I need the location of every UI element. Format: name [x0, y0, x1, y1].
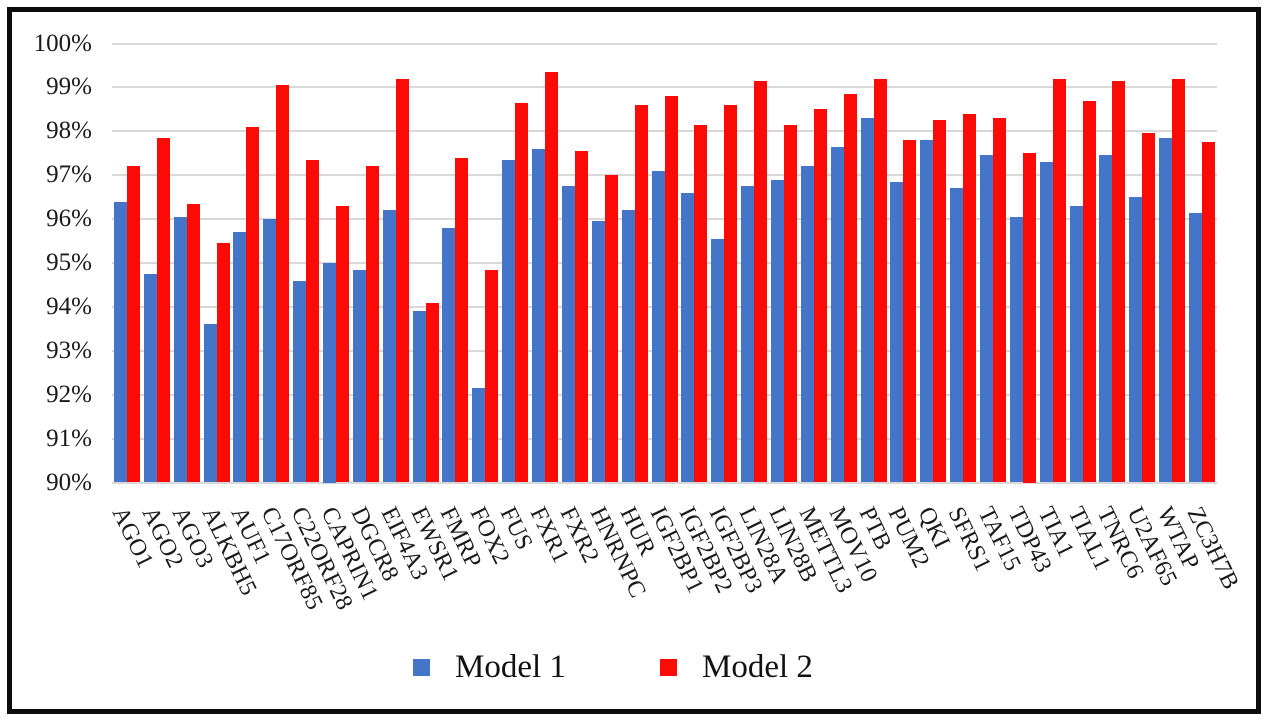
y-axis-tick-label: 99% [46, 73, 92, 101]
bar-model1-ewsr1 [412, 311, 426, 483]
bar-model1-lin28a [741, 186, 755, 483]
bar-model1-tdp43 [1009, 216, 1023, 483]
gridline [112, 481, 1217, 484]
bar-model2-wtap [1172, 78, 1186, 483]
gridline [112, 42, 1217, 45]
bar-model1-igf2bp2 [681, 192, 695, 483]
bar-model2-ewsr1 [425, 302, 439, 483]
y-axis-tick-label: 93% [46, 336, 92, 364]
bar-model1-fxr2 [561, 186, 575, 483]
bar-model2-ago2 [156, 137, 170, 483]
y-axis-tick-label: 100% [33, 29, 92, 57]
y-axis-tick-label: 98% [46, 117, 92, 145]
bar-model2-dgcr8 [365, 166, 379, 483]
bar-model2-hur [634, 104, 648, 483]
bar-model2-fox2 [485, 269, 499, 483]
gridline [112, 86, 1217, 89]
bar-model2-qki [933, 120, 947, 483]
bar-model2-mov10 [843, 93, 857, 483]
y-axis-tick-label: 91% [46, 424, 92, 452]
bar-model1-wtap [1159, 137, 1173, 483]
legend-label-model-1: Model 1 [455, 649, 566, 685]
bar-model2-fxr1 [545, 72, 559, 483]
bar-model2-taf15 [993, 118, 1006, 483]
bar-model2-tnrc6 [1112, 80, 1126, 483]
y-axis-tick-label: 95% [46, 249, 92, 276]
bar-model1-fmrp [442, 227, 456, 483]
bar-model2-fmrp [455, 157, 469, 483]
legend-label-model-2: Model 2 [702, 649, 813, 685]
bar-model2-u2af65 [1142, 133, 1156, 483]
legend-swatch-model-2 [660, 659, 677, 676]
y-axis-tick-label: 92% [46, 380, 92, 408]
bar-model1-auf1 [233, 232, 247, 483]
bar-model2-ptb [873, 78, 887, 483]
bar-model2-zc3h7b [1202, 142, 1216, 483]
bar-model2-c22orf28 [306, 159, 320, 483]
bar-model2-tial1 [1082, 100, 1096, 483]
bar-model1-tnrc6 [1099, 155, 1113, 483]
bar-model1-sfrs1 [950, 188, 964, 483]
bar-model2-sfrs1 [963, 113, 977, 483]
bar-model2-ago1 [126, 166, 140, 483]
bar-model1-c22orf28 [293, 280, 307, 483]
bar-model2-eif4a3 [395, 78, 409, 483]
bar-model2-ago3 [186, 203, 200, 483]
bar-model1-eif4a3 [382, 210, 396, 483]
bar-model1-lin28b [770, 179, 784, 483]
bar-model1-c17orf85 [263, 219, 277, 483]
bar-model1-hnrnpc [591, 221, 605, 483]
bar-model1-ago2 [143, 273, 157, 483]
y-axis-tick-label: 94% [46, 292, 92, 320]
bar-model2-igf2bp2 [694, 124, 708, 483]
bar-model2-tia1 [1052, 78, 1066, 483]
bar-model1-fus [502, 159, 516, 483]
bar-model2-c17orf85 [276, 85, 290, 483]
bar-model1-hur [621, 210, 635, 483]
bar-model1-ago1 [113, 201, 127, 483]
y-axis-tick-label: 97% [46, 161, 92, 189]
bar-model1-u2af65 [1129, 197, 1143, 483]
y-axis-tick-label: 90% [46, 468, 92, 496]
bar-model1-mov10 [830, 146, 844, 483]
bar-model1-tia1 [1039, 162, 1053, 483]
bar-model2-igf2bp3 [724, 104, 738, 483]
bar-model2-auf1 [246, 126, 260, 483]
bar-model2-mettl3 [813, 109, 827, 483]
bar-model2-fxr2 [574, 151, 588, 483]
bar-model1-mettl3 [800, 166, 814, 483]
bar-model1-zc3h7b [1189, 212, 1203, 483]
bar-model1-ptb [860, 118, 874, 483]
bar-model2-igf2bp1 [664, 96, 678, 483]
bar-model2-pum2 [903, 140, 917, 483]
bar-model2-tdp43 [1022, 153, 1036, 483]
bar-model1-fxr1 [532, 148, 546, 483]
bar-model2-alkbh5 [216, 243, 230, 483]
bar-model1-tial1 [1069, 205, 1083, 483]
bar-model1-pum2 [890, 181, 904, 483]
bar-model1-fox2 [472, 388, 486, 483]
bar-model1-alkbh5 [203, 324, 217, 483]
bar-model1-ago3 [173, 216, 187, 483]
bar-model1-caprin1 [322, 263, 336, 483]
bar-model1-dgcr8 [352, 269, 366, 483]
bar-model2-lin28b [783, 124, 797, 483]
legend-swatch-model-1 [413, 659, 430, 676]
bar-model1-igf2bp3 [711, 238, 725, 483]
bar-model2-lin28a [754, 80, 768, 483]
bar-model1-taf15 [980, 155, 993, 483]
bar-model2-hnrnpc [604, 175, 618, 483]
bar-model2-caprin1 [335, 205, 349, 483]
bar-model2-fus [515, 102, 529, 483]
y-axis-tick-label: 96% [46, 205, 92, 233]
bar-model1-igf2bp1 [651, 170, 665, 483]
bar-model1-qki [920, 140, 934, 483]
